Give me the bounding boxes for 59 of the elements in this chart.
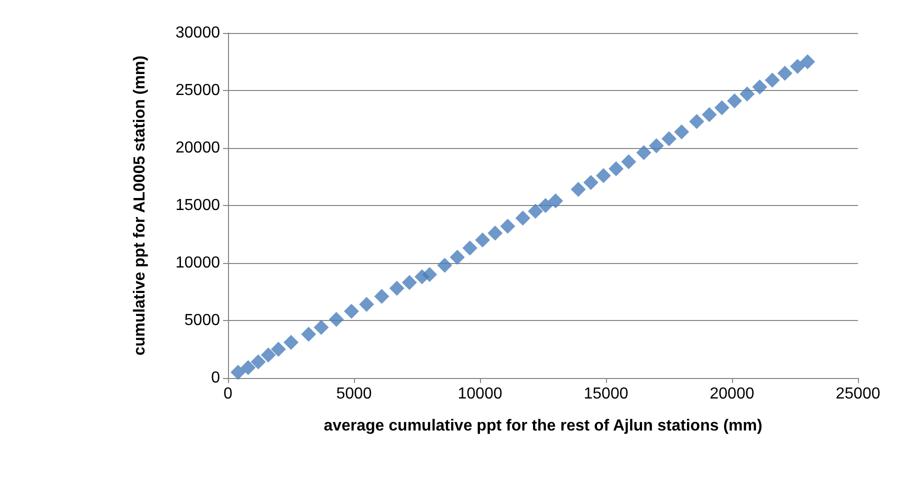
point [662, 131, 676, 146]
point [240, 360, 256, 376]
point [389, 280, 404, 296]
point [374, 288, 390, 304]
point [462, 240, 478, 256]
point [636, 145, 652, 160]
x-tick-label: 25000 [836, 386, 880, 402]
point [230, 364, 246, 380]
point [450, 250, 465, 265]
point [344, 304, 359, 319]
point [570, 182, 586, 197]
point [515, 210, 530, 226]
point [596, 168, 611, 184]
point [727, 93, 742, 108]
point [648, 138, 664, 154]
point [328, 312, 344, 327]
point [301, 326, 316, 342]
point [800, 54, 816, 70]
x-axis-title: average cumulative ppt for the rest of Ajlun stations (mm) [324, 418, 762, 434]
point [538, 198, 554, 213]
y-tick-label: 25000 [176, 82, 220, 99]
point [621, 154, 636, 170]
point [270, 342, 286, 357]
point [500, 218, 516, 234]
x-tick-label: 5000 [336, 386, 372, 402]
y-tick-label: 10000 [176, 254, 220, 272]
point [548, 193, 564, 208]
point [583, 175, 598, 190]
point [752, 80, 768, 95]
y-tick-label: 30000 [176, 24, 220, 42]
point [284, 334, 298, 350]
point [475, 232, 490, 248]
x-tick-label: 15000 [584, 386, 628, 402]
point [608, 161, 624, 176]
point [314, 320, 329, 335]
point [250, 354, 266, 370]
y-tick-label: 20000 [176, 140, 220, 156]
point [437, 258, 452, 273]
point [714, 100, 730, 116]
point [674, 124, 690, 140]
x-tick-label: 10000 [458, 386, 502, 402]
point [422, 267, 438, 282]
point [777, 66, 792, 81]
y-axis-title: cumulative ppt for AL0005 station (mm) [132, 56, 148, 356]
point [740, 86, 755, 102]
point [702, 107, 717, 122]
point [790, 58, 806, 74]
x-tick-label: 20000 [710, 386, 754, 402]
y-tick-label: 5000 [184, 312, 220, 329]
point [764, 72, 780, 88]
point [402, 275, 417, 290]
point [528, 204, 543, 219]
y-tick-label: 0 [211, 370, 220, 386]
point [260, 348, 276, 362]
x-tick-label: 0 [224, 386, 233, 402]
y-tick-label: 15000 [176, 197, 220, 214]
point [488, 226, 503, 241]
point [689, 114, 704, 130]
point [359, 296, 374, 312]
